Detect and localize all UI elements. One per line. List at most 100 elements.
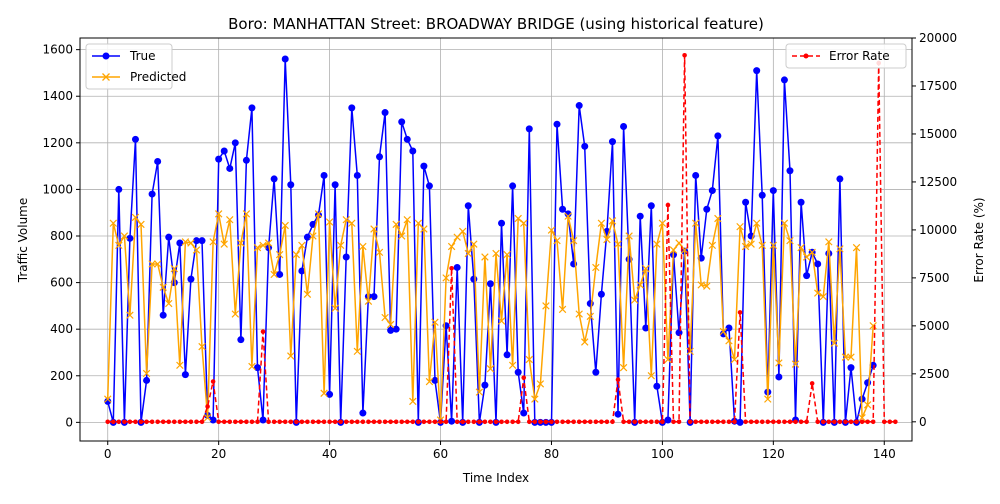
data-point [564,212,572,220]
data-point [725,324,733,332]
data-point [343,419,349,425]
data-point [660,419,665,425]
data-point [216,419,221,425]
data-point [116,419,122,425]
data-point [503,351,511,359]
data-point [664,355,672,364]
data-point [825,238,833,246]
data-point [355,419,360,425]
data-point [376,153,384,161]
x-axis-label: Time Index [462,471,529,485]
data-point [325,218,334,226]
data-point [721,419,726,425]
data-point [636,281,644,289]
data-point [305,419,310,425]
data-point [154,157,162,165]
data-point [865,419,870,425]
x-tick-label: 20 [211,447,226,461]
data-point [531,395,539,403]
y-tick-label: 400 [50,322,73,336]
data-point [504,419,510,425]
data-point [676,419,682,425]
data-point [198,237,206,245]
data-point [399,419,405,425]
data-point [149,419,155,425]
y-axis-right: 0 2500 5000 7500 10000 12500 15000 17500 20000 [912,31,957,429]
data-point [281,221,289,230]
data-point [131,213,140,222]
data-point [870,419,876,425]
data-point [626,419,632,425]
data-point [331,181,339,189]
data-point [109,219,118,227]
data-point [708,241,717,250]
data-point [465,419,471,425]
data-point [499,419,504,425]
data-point [732,419,737,425]
data-point [387,326,395,334]
data-point [525,355,534,364]
legend-right: Error Rate [785,43,907,69]
data-point [725,337,733,345]
data-point [120,232,129,240]
data-point [836,175,844,183]
data-point [525,125,533,133]
data-point [625,232,633,240]
data-point [859,419,865,425]
data-point [449,265,454,271]
data-point [253,243,262,252]
data-point [841,353,850,361]
data-point [508,361,517,370]
data-point [697,281,705,289]
data-point [282,419,288,425]
y-tick-label: 0 [65,415,73,429]
data-point [503,250,511,259]
data-point [764,395,772,403]
data-point [127,419,133,425]
legend-right-box [785,43,907,69]
data-point [255,419,260,425]
data-point [736,222,744,231]
data-point [226,164,234,172]
data-point [754,419,759,425]
data-point [830,339,839,347]
data-point [381,313,389,322]
data-point [637,419,643,425]
data-point [364,297,373,305]
data-point [748,419,754,425]
data-point [348,104,356,112]
data-point [327,419,332,425]
data-point [454,419,460,425]
data-point [442,274,450,282]
legend-left: True Predicted [85,43,186,90]
data-point [115,185,123,193]
data-point [708,187,716,195]
data-point [665,202,671,208]
data-point [509,182,517,190]
legend-predicted-marker [102,73,110,81]
data-point [281,55,289,63]
data-point [797,198,805,206]
y-tick-label: 1400 [42,89,73,103]
data-point [377,419,382,425]
data-point [492,249,500,258]
data-point [571,419,576,425]
x-axis: 0 20 40 60 80 100 120 140 [104,441,896,461]
data-point [453,233,461,241]
data-point [298,241,306,250]
data-point [510,419,515,425]
data-point [486,280,494,288]
data-point [581,338,589,346]
data-point [310,419,316,425]
data-point [854,419,859,425]
y-tick-label: 1000 [42,182,73,196]
data-point [194,419,199,425]
x-tick-label: 120 [762,447,785,461]
data-point [170,264,179,273]
data-point [137,220,145,229]
data-point [832,419,837,425]
data-point [165,233,173,241]
data-point [863,401,872,409]
x-tick-label: 80 [544,447,559,461]
y2-tick-label: 15000 [919,127,957,141]
